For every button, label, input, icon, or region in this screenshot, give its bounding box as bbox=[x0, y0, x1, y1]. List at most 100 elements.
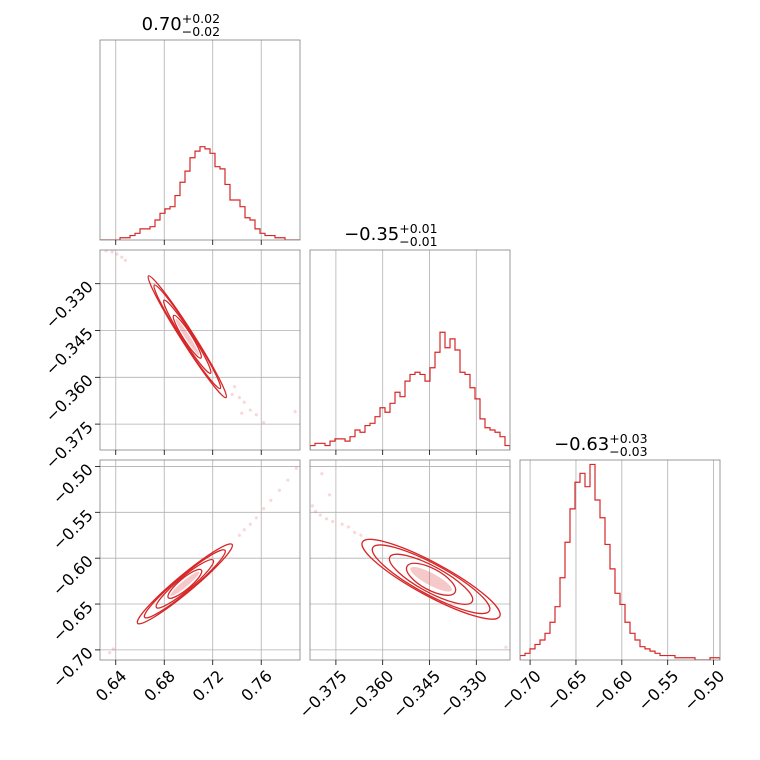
x-tick-label: −0.65 bbox=[543, 666, 591, 714]
x-tick-label: −0.50 bbox=[680, 666, 728, 714]
title-plus: +0.01 bbox=[399, 221, 437, 236]
scatter-point bbox=[340, 522, 344, 526]
title-minus: −0.01 bbox=[399, 234, 437, 249]
scatter-point bbox=[293, 410, 297, 414]
grid-lines bbox=[115, 40, 262, 240]
x-tick-label: 0.76 bbox=[237, 666, 276, 705]
scatter-point bbox=[328, 493, 332, 497]
scatter-point bbox=[294, 466, 298, 470]
panel-content bbox=[104, 250, 297, 425]
scatter-point bbox=[242, 400, 246, 404]
scatter-point bbox=[353, 530, 357, 535]
panel-content bbox=[108, 466, 298, 655]
title-median: 0.70 bbox=[142, 14, 182, 35]
grid-lines bbox=[100, 460, 300, 660]
scatter-point bbox=[262, 507, 266, 511]
panel-content bbox=[310, 331, 510, 450]
contour-level-3 bbox=[361, 538, 501, 620]
x-tick-label: −0.70 bbox=[497, 666, 545, 714]
y-tick-label: −0.345 bbox=[41, 324, 96, 379]
panel-2-1 bbox=[309, 459, 511, 665]
scatter-point bbox=[240, 411, 244, 415]
scatter-point bbox=[346, 525, 350, 529]
scatter-point bbox=[237, 533, 241, 537]
title-plus: +0.02 bbox=[182, 11, 220, 26]
scatter-point bbox=[286, 478, 290, 482]
panel-title-1: −0.35+0.01 −0.01 bbox=[344, 221, 437, 249]
x-tick-label: −0.345 bbox=[389, 666, 444, 721]
scatter-point bbox=[110, 250, 114, 254]
contour-level-3 bbox=[136, 543, 234, 625]
grid-lines bbox=[529, 460, 714, 660]
scatter-point bbox=[120, 255, 124, 259]
title-median: −0.63 bbox=[554, 434, 609, 455]
x-tick-label: −0.60 bbox=[588, 666, 636, 714]
scatter-point bbox=[318, 513, 322, 517]
scatter-point bbox=[262, 420, 266, 425]
contour-level-1 bbox=[162, 299, 212, 374]
scatter-point bbox=[310, 504, 315, 508]
scatter-point bbox=[324, 517, 329, 521]
x-tick-label: −0.330 bbox=[436, 666, 491, 721]
panel-content bbox=[310, 472, 508, 649]
scatter-point bbox=[314, 509, 318, 513]
y-tick-label: −0.55 bbox=[49, 506, 97, 554]
scatter-point bbox=[248, 408, 252, 412]
scatter-point bbox=[320, 472, 324, 476]
panel-title-0: 0.70+0.02 −0.02 bbox=[142, 11, 220, 39]
contour-level-0 bbox=[167, 568, 203, 599]
y-tick-label: −0.330 bbox=[41, 277, 96, 332]
contour-level-3 bbox=[147, 275, 228, 399]
grid-lines bbox=[100, 250, 300, 450]
title-median: −0.35 bbox=[344, 224, 399, 245]
scatter-point bbox=[230, 392, 234, 397]
histogram-2 bbox=[520, 463, 720, 660]
panel-1-0 bbox=[95, 249, 301, 455]
panel-frame bbox=[99, 249, 301, 451]
scatter-point bbox=[104, 250, 108, 253]
scatter-point bbox=[269, 498, 273, 502]
scatter-point bbox=[237, 395, 241, 400]
panel-0-0: 0.70+0.02 −0.02 bbox=[99, 11, 301, 245]
title-plus: +0.03 bbox=[609, 431, 647, 446]
scatter-point bbox=[277, 488, 281, 492]
scatter-point bbox=[123, 258, 128, 262]
scatter-point bbox=[254, 516, 258, 520]
scatter-point bbox=[504, 645, 508, 649]
contour-level-2 bbox=[143, 549, 226, 619]
scatter-point bbox=[232, 385, 237, 389]
x-tick-label: −0.360 bbox=[342, 666, 397, 721]
contour-level-2 bbox=[371, 544, 491, 615]
contour-core bbox=[410, 566, 452, 592]
x-tick-label: 0.68 bbox=[140, 666, 179, 705]
scatter-point bbox=[248, 522, 252, 526]
panel-frame bbox=[519, 459, 721, 661]
panel-1-1: −0.35+0.01 −0.01 bbox=[309, 221, 511, 455]
contour-level-0 bbox=[172, 314, 202, 359]
contour-core bbox=[175, 318, 200, 356]
title-minus: −0.02 bbox=[182, 24, 220, 39]
panel-content bbox=[520, 463, 720, 660]
scatter-point bbox=[242, 528, 246, 532]
scatter-point bbox=[108, 651, 112, 655]
contour-level-1 bbox=[155, 558, 215, 609]
scatter-point bbox=[111, 647, 115, 651]
panel-2-2: −0.63+0.03 −0.03 bbox=[519, 431, 721, 665]
panel-frame bbox=[309, 249, 511, 451]
panel-frame bbox=[309, 459, 511, 661]
y-tick-label: −0.65 bbox=[49, 597, 97, 645]
histogram-1 bbox=[310, 331, 510, 450]
y-tick-label: −0.70 bbox=[49, 643, 97, 691]
contour-level-1 bbox=[388, 553, 474, 605]
x-tick-label: 0.64 bbox=[92, 666, 131, 705]
panel-frame bbox=[99, 39, 301, 241]
panel-title-2: −0.63+0.03 −0.03 bbox=[554, 431, 647, 459]
y-tick-label: −0.375 bbox=[41, 417, 96, 472]
scatter-point bbox=[331, 519, 335, 524]
panel-2-0 bbox=[95, 459, 301, 665]
scatter-point bbox=[115, 252, 119, 256]
grid-lines bbox=[335, 250, 477, 450]
contour-level-0 bbox=[405, 562, 457, 596]
x-tick-label: −0.55 bbox=[634, 666, 682, 714]
